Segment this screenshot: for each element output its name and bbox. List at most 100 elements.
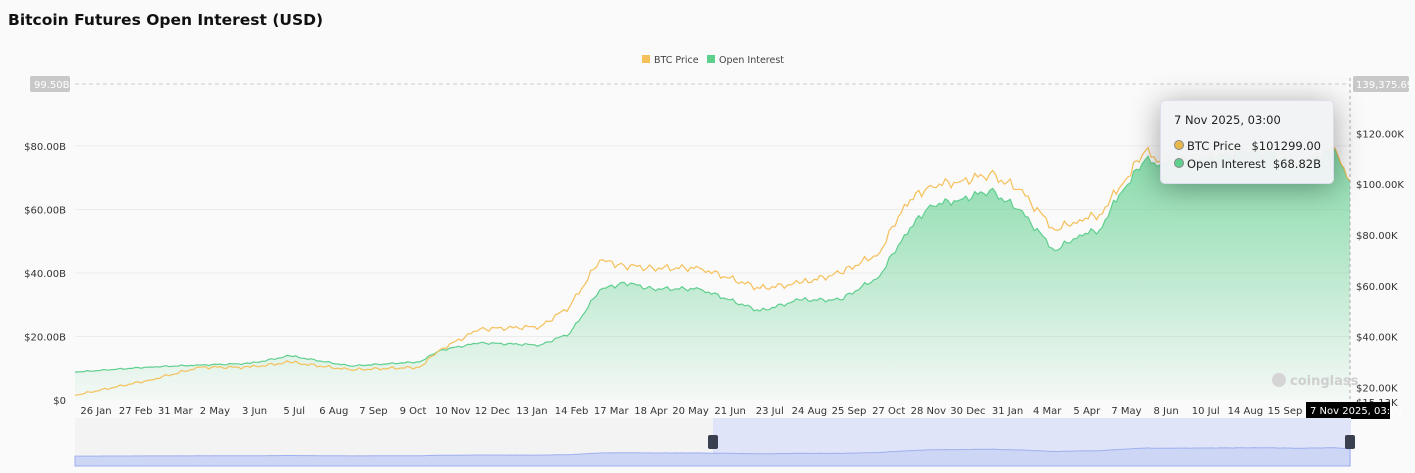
btc-price-point[interactable] [74, 394, 77, 397]
btc-price-point[interactable] [439, 348, 442, 351]
y-left-tick-label: $0 [53, 396, 66, 407]
y-left-tick-label: $60.00B [24, 205, 66, 216]
btc-price-point[interactable] [1078, 218, 1081, 221]
tooltip-date: 7 Nov 2025, 03:00 [1174, 113, 1281, 127]
btc-price-point[interactable] [903, 203, 906, 206]
open-interest-point[interactable] [149, 365, 152, 368]
open-interest-point[interactable] [1078, 233, 1081, 236]
open-interest-point[interactable] [1054, 249, 1057, 252]
btc-price-point[interactable] [958, 180, 961, 183]
y-left-tick-label: $80.00B [24, 142, 66, 153]
btc-price-point[interactable] [349, 368, 352, 371]
btc-price-point[interactable] [929, 184, 932, 187]
x-tick-label: 30 Dec [950, 406, 985, 417]
btc-price-point[interactable] [198, 366, 201, 369]
btc-price-point[interactable] [878, 251, 881, 254]
btc-price-point[interactable] [698, 267, 701, 270]
legend-btc-price[interactable]: BTC Price [654, 55, 699, 66]
open-interest-point[interactable] [698, 287, 701, 290]
x-tick-label: 27 Oct [872, 406, 905, 417]
navigator[interactable] [74, 418, 1355, 467]
open-interest-point[interactable] [539, 344, 542, 347]
btc-price-point[interactable] [288, 361, 291, 364]
x-tick-label: 18 Apr [634, 406, 668, 417]
open-interest-point[interactable] [798, 298, 801, 301]
open-interest-point[interactable] [478, 341, 481, 344]
right-max-badge [1353, 76, 1409, 92]
y-right-tick-label: $20.00K [1356, 384, 1398, 395]
open-interest-point[interactable] [1144, 158, 1147, 161]
tooltip-label: Open Interest [1187, 157, 1266, 171]
btc-price-point[interactable] [1144, 150, 1147, 153]
open-interest-point[interactable] [1018, 208, 1021, 211]
btc-price-point[interactable] [1018, 188, 1021, 191]
legend-swatch-oi[interactable] [707, 55, 715, 63]
open-interest-point[interactable] [598, 289, 601, 292]
open-interest-point[interactable] [1118, 193, 1121, 196]
tooltip-row-btc: BTC Price $101299.00 [1174, 139, 1321, 153]
tooltip-value: $68.82B [1272, 157, 1321, 171]
btc-price-point[interactable] [568, 305, 571, 308]
navigator-series [74, 447, 1351, 467]
btc-dot-icon [1174, 140, 1184, 150]
x-tick-label: 4 Mar [1033, 406, 1062, 417]
open-interest-point[interactable] [958, 198, 961, 201]
btc-price-point[interactable] [759, 287, 762, 290]
btc-price-point[interactable] [651, 267, 654, 270]
open-interest-point[interactable] [651, 287, 654, 290]
open-interest-point[interactable] [759, 310, 762, 313]
open-interest-point[interactable] [988, 189, 991, 192]
y-right-tick-label: $40.00K [1356, 333, 1398, 344]
open-interest-point[interactable] [839, 298, 842, 301]
btc-price-point[interactable] [623, 264, 626, 267]
crosshair-date-badge [1306, 402, 1390, 419]
open-interest-point[interactable] [74, 371, 77, 374]
y-right-tick-label: $80.00K [1356, 231, 1398, 242]
x-tick-label: 10 Jul [1192, 406, 1220, 417]
btc-price-point[interactable] [539, 325, 542, 328]
crosshair-date-label: 7 Nov 2025, 03:00 [1310, 406, 1403, 417]
x-tick-label: 24 Aug [792, 406, 827, 417]
x-tick-label: 20 May [672, 406, 709, 417]
open-interest-point[interactable] [568, 332, 571, 335]
btc-price-point[interactable] [418, 366, 421, 369]
chart-title: Bitcoin Futures Open Interest (USD) [8, 11, 324, 29]
x-tick-label: 8 Jun [1154, 406, 1179, 417]
x-tick-label: 31 Jan [992, 406, 1023, 417]
legend-open-interest[interactable]: Open Interest [719, 55, 784, 66]
open-interest-point[interactable] [878, 275, 881, 278]
coinglass-watermark: coinglass [1272, 373, 1359, 389]
legend-swatch-btc[interactable] [642, 55, 650, 63]
open-interest-point[interactable] [903, 233, 906, 236]
btc-price-point[interactable] [1118, 186, 1121, 189]
y-left-tick-label: $40.00B [24, 269, 66, 280]
btc-price-point[interactable] [988, 172, 991, 175]
open-interest-point[interactable] [623, 281, 626, 284]
open-interest-point[interactable] [418, 360, 421, 363]
x-tick-label: 26 Jan [80, 406, 111, 417]
x-tick-label: 25 Sep [832, 406, 867, 417]
btc-price-point[interactable] [149, 378, 152, 381]
navigator-handle-right[interactable] [1345, 435, 1355, 449]
btc-price-point[interactable] [598, 259, 601, 262]
btc-price-point[interactable] [1334, 147, 1337, 150]
open-interest-point[interactable] [288, 354, 291, 357]
btc-price-point[interactable] [1054, 228, 1057, 231]
tooltip: 7 Nov 2025, 03:00 BTC Price $101299.00 O… [1160, 100, 1334, 184]
btc-price-point[interactable] [798, 282, 801, 285]
x-tick-label: 14 Aug [1228, 406, 1263, 417]
btc-price-point[interactable] [478, 328, 481, 331]
btc-price-point[interactable] [249, 366, 252, 369]
x-tick-label: 7 Sep [359, 406, 387, 417]
open-interest-point[interactable] [929, 204, 932, 207]
x-tick-label: 7 May [1111, 406, 1141, 417]
x-tick-label: 17 Mar [594, 406, 630, 417]
btc-price-point[interactable] [1098, 213, 1101, 216]
navigator-handle-left[interactable] [708, 435, 718, 449]
open-interest-point[interactable] [249, 362, 252, 365]
x-tick-label: 13 Jan [516, 406, 547, 417]
open-interest-point[interactable] [349, 365, 352, 368]
btc-price-point[interactable] [839, 272, 842, 275]
open-interest-point[interactable] [1098, 229, 1101, 232]
